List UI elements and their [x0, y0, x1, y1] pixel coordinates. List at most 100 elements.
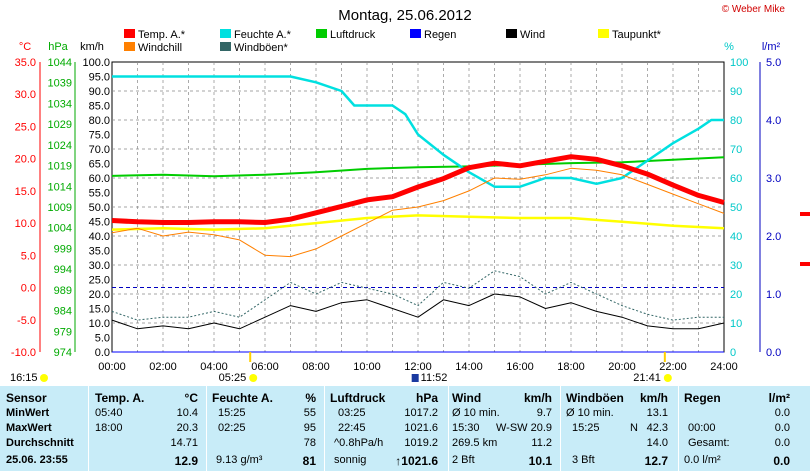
pressure-tick-label: 999	[54, 243, 72, 255]
edge-fragment	[800, 262, 810, 266]
humidity-tick-label: 70	[730, 144, 742, 156]
temp-column: Temp. A. °C 05:40 10.4 18:00 20.3 14.71 12.…	[95, 386, 202, 471]
wind-tick-label: 40.0	[89, 231, 110, 243]
humidity-tick-label: 20	[730, 289, 742, 301]
axis-unit-labels: °C hPa km/h % l/m²	[19, 41, 781, 53]
pressure-tick-label: 1009	[48, 202, 72, 214]
sun-time-label: 05:25	[219, 372, 247, 384]
rain-header: Regen	[684, 391, 721, 405]
humidity-tick-label: 100	[730, 57, 748, 69]
x-tick-label: 10:00	[353, 361, 381, 373]
sun-icon	[40, 374, 48, 382]
pressure-tick-label: 1039	[48, 78, 72, 90]
pressure-tick-label: 1014	[48, 181, 72, 193]
rain-tick-label: 1.0	[766, 289, 781, 301]
legend-swatch	[316, 29, 327, 38]
series-line-windböen	[111, 270, 724, 321]
wind-avg10-label: Ø 10 min.	[452, 407, 500, 419]
series-line-windchill	[111, 167, 725, 258]
temp-tick-label: 15.0	[15, 186, 36, 198]
gust-avg10-value: 13.1	[646, 407, 668, 419]
current-time-label: 25.06. 23:55	[6, 454, 68, 466]
wind-column: Wind km/h Ø 10 min. 9.7 15:30 W-SW 20.9 269.…	[452, 386, 554, 471]
pressure-max-value: 1021.6	[404, 422, 438, 434]
legend-swatch	[506, 29, 517, 38]
wind-header: Wind	[452, 391, 482, 405]
legend-swatch	[220, 29, 231, 38]
wind-unit: km/h	[523, 391, 552, 405]
humidity-max-time: 02:25	[218, 422, 246, 434]
wind-current-value: 10.1	[528, 454, 552, 468]
gust-column: Windböen km/h Ø 10 min. 13.1 15:25 N 42.3 14…	[566, 386, 670, 471]
series-line-luftdruck	[111, 156, 725, 178]
temp-max-time: 18:00	[95, 422, 123, 434]
temp-min-value: 10.4	[176, 407, 198, 419]
sun-icon	[663, 374, 672, 382]
wind-beaufort: 2 Bft	[452, 454, 475, 466]
pressure-trend: ^0.8hPa/h	[334, 437, 384, 449]
legend-label: Windböen*	[234, 42, 289, 54]
table-divider	[88, 386, 89, 471]
rain-axis-unit: l/m²	[762, 41, 781, 53]
humidity-header: Feuchte A.	[212, 391, 273, 405]
humidity-abs-value: 9.13 g/m³	[216, 454, 263, 466]
humidity-avg-value: 78	[303, 437, 316, 449]
legend-label: Taupunkt*	[612, 29, 662, 41]
x-tick-label: 24:00	[710, 361, 738, 373]
pressure-min-value: 1017.2	[404, 407, 438, 419]
gust-max-direction: N	[630, 422, 638, 434]
wind-avg10-value: 9.7	[536, 407, 552, 419]
pressure-header: Luftdruck	[330, 391, 386, 405]
temp-axis-unit: °C	[19, 41, 31, 53]
rain-max-value: 0.0	[774, 422, 790, 434]
sun-markers: 16:15 05:25 21:41 11:52	[10, 352, 672, 384]
pressure-tick-label: 994	[54, 264, 72, 276]
edge-fragment	[800, 212, 810, 216]
legend-swatch	[124, 42, 135, 51]
temp-min-time: 05:40	[95, 407, 123, 419]
humidity-tick-label: 50	[730, 202, 742, 214]
wind-tick-label: 55.0	[89, 188, 110, 200]
gust-current-value: 12.7	[644, 454, 668, 468]
minwert-label: MinWert	[6, 407, 50, 419]
temp-tick-label: -5.0	[17, 315, 36, 327]
sensor-column: Sensor MinWert MaxWert Durchschnitt 25.0…	[6, 386, 88, 471]
pressure-tick-label: 1019	[48, 161, 72, 173]
legend-label: Feuchte A.*	[234, 29, 292, 41]
wind-tick-label: 60.0	[89, 173, 110, 185]
x-tick-label: 00:00	[98, 361, 126, 373]
temp-max-value: 20.3	[176, 422, 198, 434]
sun-icon	[249, 374, 258, 382]
wind-tick-label: 20.0	[89, 289, 110, 301]
temp-header: Temp. A.	[95, 391, 145, 405]
series-line-tempa	[111, 154, 725, 225]
gust-unit: km/h	[639, 391, 668, 405]
wind-tick-label: 45.0	[89, 217, 110, 229]
wind-max-time: 15:30	[452, 422, 480, 434]
rain-tick-label: 4.0	[766, 115, 781, 127]
x-tick-label: 20:00	[608, 361, 636, 373]
humidity-tick-label: 10	[730, 318, 742, 330]
legend-swatch	[410, 29, 421, 38]
moon-time-label: 11:52	[421, 372, 448, 384]
pressure-axis-unit: hPa	[48, 41, 68, 53]
x-tick-label: 08:00	[302, 361, 330, 373]
stats-table: Sensor MinWert MaxWert Durchschnitt 25.0…	[0, 386, 810, 471]
temp-tick-label: 0.0	[21, 283, 36, 295]
wind-tick-label: 10.0	[89, 318, 110, 330]
wind-tick-label: 0.0	[95, 347, 110, 359]
temp-tick-label: -10.0	[11, 347, 36, 359]
table-divider	[448, 386, 449, 471]
wind-tick-label: 85.0	[89, 101, 110, 113]
legend-label: Windchill	[138, 42, 182, 54]
temp-current-value: 12.9	[174, 454, 198, 468]
wind-max-direction: W-SW	[496, 422, 528, 434]
pressure-tick-label: 1034	[48, 98, 72, 110]
series-line-wind	[111, 293, 725, 330]
table-divider	[560, 386, 561, 471]
rain-unit: l/m²	[768, 391, 790, 405]
humidity-current-value: 81	[302, 454, 316, 468]
wind-tick-label: 100.0	[82, 57, 110, 69]
wind-tick-label: 30.0	[89, 260, 110, 272]
rain-row1-value: 0.0	[774, 407, 790, 419]
